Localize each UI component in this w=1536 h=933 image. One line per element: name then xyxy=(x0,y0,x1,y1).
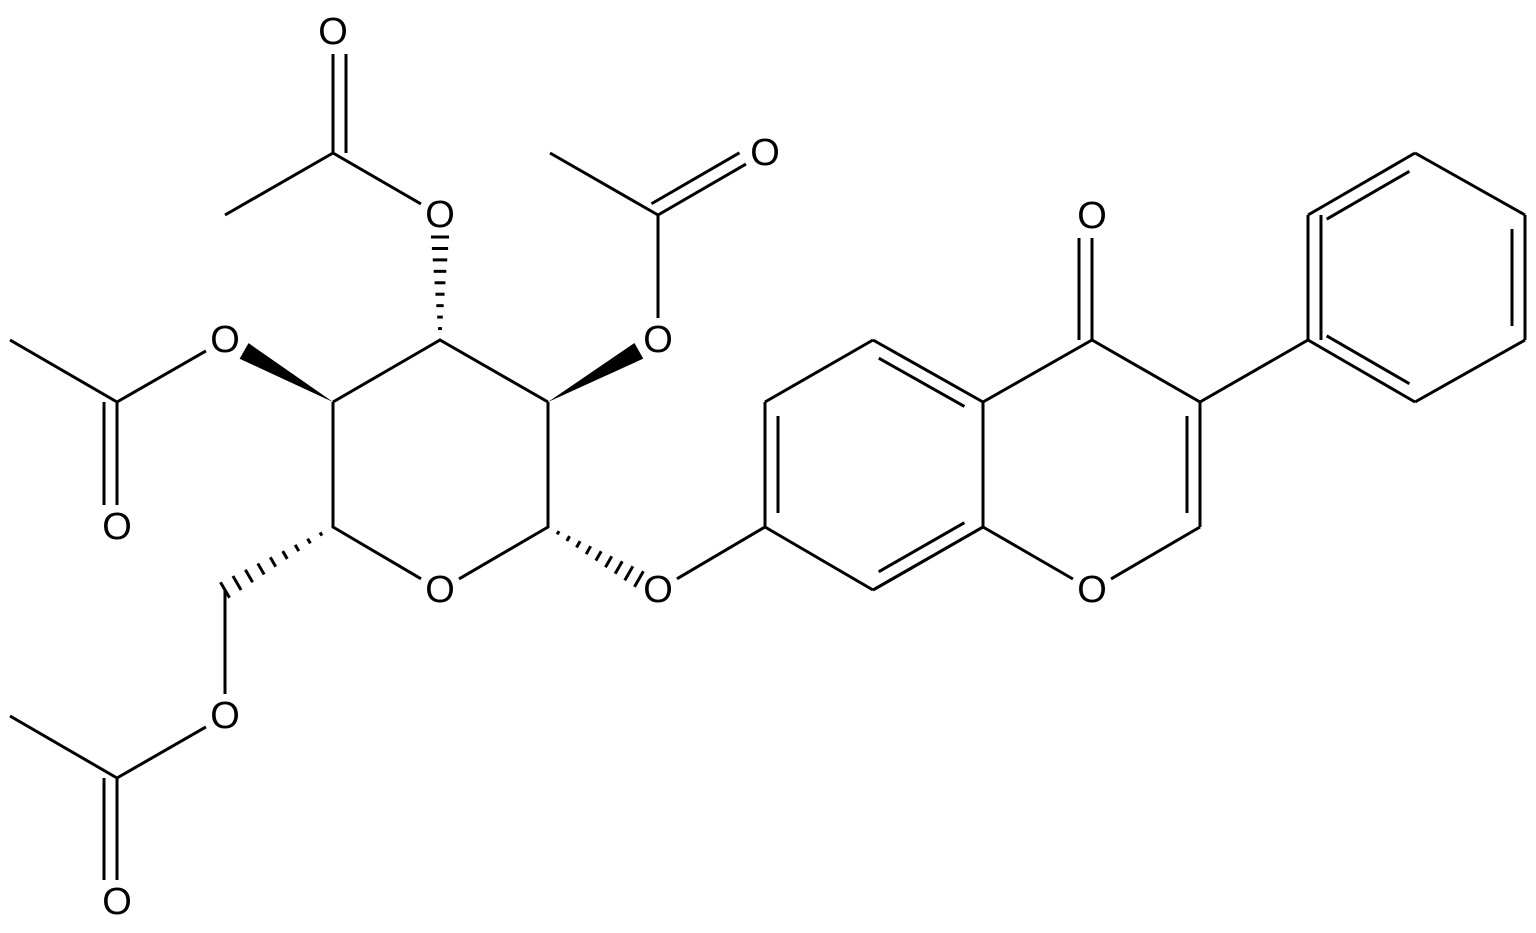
bond xyxy=(1325,169,1411,221)
atom-label: O xyxy=(102,881,132,923)
bond xyxy=(9,338,118,404)
bond xyxy=(1307,338,1416,404)
bond xyxy=(1325,334,1411,386)
bond xyxy=(764,338,874,404)
wedge-bond xyxy=(239,343,333,402)
bond xyxy=(872,338,984,404)
atom-label: O xyxy=(318,11,348,53)
hash-bond xyxy=(293,544,301,552)
hash-bond xyxy=(623,565,635,582)
bond xyxy=(1307,151,1416,217)
bond xyxy=(116,725,207,780)
hash-bond xyxy=(318,531,324,537)
hash-bond xyxy=(244,569,254,583)
bond xyxy=(982,338,1093,404)
bond xyxy=(650,151,741,206)
hash-bond xyxy=(633,570,645,588)
bond xyxy=(676,525,766,581)
hash-bond xyxy=(613,560,624,575)
bond xyxy=(1414,151,1526,217)
bond xyxy=(1110,525,1201,581)
bond xyxy=(332,151,422,206)
bond xyxy=(439,338,549,404)
hash-bond xyxy=(281,550,289,560)
hash-bond xyxy=(256,562,266,576)
bond xyxy=(1091,338,1201,404)
bond xyxy=(458,525,549,581)
bond xyxy=(877,521,966,574)
atom-label: O xyxy=(750,132,780,174)
atom-label: O xyxy=(643,319,673,361)
atom-label: O xyxy=(425,194,455,236)
hash-bond xyxy=(584,545,592,555)
atom-label: O xyxy=(1077,569,1107,611)
atom-label: O xyxy=(643,569,673,611)
bond xyxy=(116,349,207,404)
hash-bond xyxy=(555,530,561,536)
bond xyxy=(1414,338,1526,404)
atom-label: O xyxy=(425,569,455,611)
bond xyxy=(1199,338,1309,404)
bond xyxy=(982,525,1074,581)
atom-label: O xyxy=(210,695,240,737)
atom-label: O xyxy=(1077,195,1107,237)
hash-bond xyxy=(565,535,571,542)
bond xyxy=(878,356,966,408)
bond xyxy=(332,338,441,404)
wedge-bond xyxy=(548,342,644,402)
hash-bond xyxy=(306,537,312,545)
bond xyxy=(872,525,984,592)
hash-bond xyxy=(604,555,614,568)
hash-bond xyxy=(331,525,335,529)
hash-bond xyxy=(546,525,550,529)
hash-bond xyxy=(268,556,278,568)
bond xyxy=(9,714,118,780)
bond xyxy=(332,525,422,581)
atom-label: O xyxy=(102,506,132,548)
bond xyxy=(764,525,874,592)
atom-label: O xyxy=(210,319,240,361)
bond xyxy=(657,162,747,217)
bond xyxy=(224,151,334,217)
hash-bond xyxy=(575,540,582,549)
hash-bond xyxy=(231,575,243,591)
hash-bond xyxy=(594,550,603,562)
bond xyxy=(549,151,659,217)
